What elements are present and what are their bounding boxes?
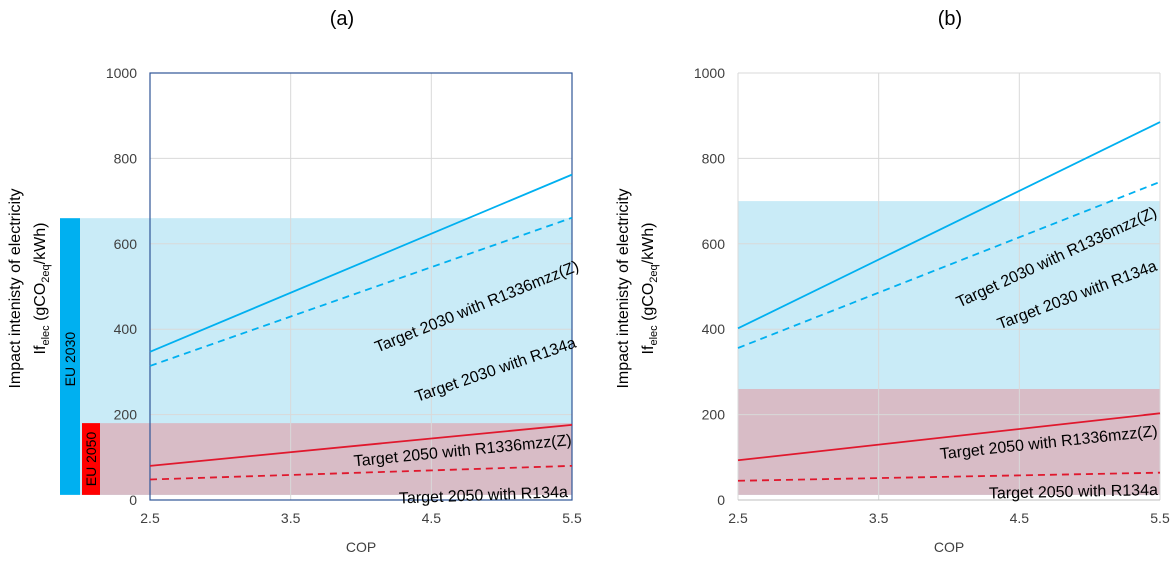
series-label: Target 2050 with R134a	[399, 484, 569, 507]
eu-2050-label: EU 2050	[83, 432, 99, 487]
band-2050	[82, 423, 572, 495]
y-tick-label: 600	[114, 236, 138, 252]
x-tick-label: 4.5	[422, 510, 442, 526]
y-tick-label: 0	[717, 492, 725, 508]
y-tick-label: 600	[702, 236, 726, 252]
y-axis-label-line2: Ifelec (gCO2eq/kWh)	[32, 223, 52, 355]
y-tick-label: 1000	[106, 65, 137, 81]
x-axis-label: COP	[346, 539, 376, 555]
y-axis-label-line1: Impact intenisty of electricity	[7, 188, 24, 388]
series-line	[149, 464, 573, 481]
y-tick-label: 800	[114, 150, 138, 166]
y-tick-label: 1000	[694, 65, 725, 81]
y-axis-label-line2: Ifelec (gCO2eq/kWh)	[640, 223, 660, 355]
band-2050	[738, 388, 1160, 495]
series-line	[149, 216, 573, 367]
x-tick-label: 2.5	[728, 510, 748, 526]
eu-2050-bar	[82, 423, 100, 495]
series-line	[737, 471, 1161, 482]
plot-frame	[149, 72, 573, 501]
eu-2030-bar	[60, 218, 80, 495]
y-axis-label-line1: Impact intenisty of electricity	[615, 188, 632, 388]
eu-2030-label: EU 2030	[62, 332, 78, 387]
y-tick-label: 0	[129, 492, 137, 508]
x-axis-label: COP	[934, 539, 964, 555]
x-tick-label: 5.5	[562, 510, 582, 526]
x-tick-label: 4.5	[1010, 510, 1030, 526]
y-tick-label: 200	[702, 407, 726, 423]
y-tick-label: 400	[702, 321, 726, 337]
panel-label: (a)	[330, 8, 354, 30]
y-tick-label: 200	[114, 407, 138, 423]
series-label: Target 2050 with R134a	[989, 482, 1158, 503]
x-tick-label: 3.5	[869, 510, 889, 526]
series-line	[737, 412, 1161, 462]
series-line	[737, 181, 1161, 349]
x-tick-label: 3.5	[281, 510, 301, 526]
panel-label: (b)	[938, 8, 962, 30]
series-line	[149, 423, 573, 467]
panel-b: (b)Target 2030 with R1336mzz(Z)Target 20…	[615, 8, 1170, 555]
x-tick-label: 2.5	[140, 510, 160, 526]
y-tick-label: 400	[114, 321, 138, 337]
series-line	[737, 121, 1161, 330]
series-line	[149, 173, 573, 353]
y-tick-label: 800	[702, 150, 726, 166]
x-tick-label: 5.5	[1150, 510, 1170, 526]
